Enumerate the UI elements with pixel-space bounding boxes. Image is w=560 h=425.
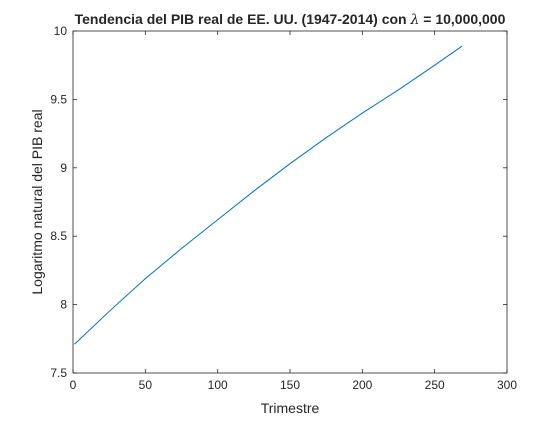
x-tick-label: 300 [497,378,517,392]
y-tick-label: 8 [60,298,67,312]
y-axis-label: Logaritmo natural del PIB real [29,109,45,294]
series-layer [74,45,463,345]
x-axis: 0 50 100 150 200 250 300 [70,31,517,392]
x-tick-label: 100 [208,378,228,392]
x-tick-label: 50 [139,378,153,392]
lambda-symbol: λ [409,12,419,28]
y-tick-label: 9 [60,161,67,175]
plot-area [73,31,507,373]
chart-title: Tendencia del PIB real de EE. UU. (1947-… [75,11,506,28]
x-tick-label: 200 [352,378,372,392]
y-tick-label: 9.5 [50,92,67,106]
y-tick-label: 10 [54,24,68,38]
y-tick-label: 7.5 [50,366,67,380]
x-axis-label: Trimestre [261,400,320,416]
y-axis: 7.5 8 8.5 9 9.5 10 [50,24,507,380]
series-line-0 [74,45,463,345]
chart-title-value: = 10,000,000 [419,11,505,27]
x-tick-label: 250 [425,378,445,392]
x-tick-label: 0 [70,378,77,392]
x-tick-label: 150 [280,378,300,392]
y-tick-label: 8.5 [50,229,67,243]
chart-title-text: Tendencia del PIB real de EE. UU. (1947-… [75,11,411,27]
